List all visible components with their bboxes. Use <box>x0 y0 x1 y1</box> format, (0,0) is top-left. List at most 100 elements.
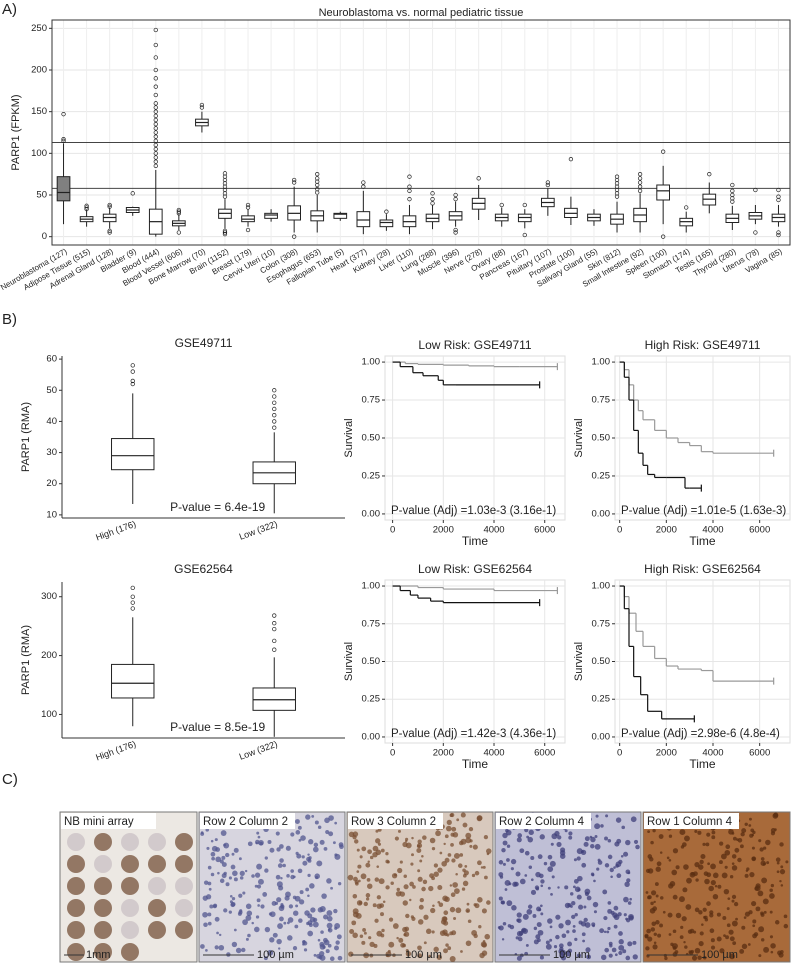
nucleus <box>535 887 540 891</box>
tissue-core <box>121 833 139 851</box>
nucleus <box>662 910 666 914</box>
nucleus <box>672 952 678 957</box>
nucleus <box>650 901 654 906</box>
nucleus <box>755 906 761 912</box>
nucleus <box>516 918 520 923</box>
nucleus <box>396 936 399 940</box>
tile-label: Row 2 Column 2 <box>203 816 288 828</box>
nucleus <box>305 814 311 820</box>
nucleus <box>612 912 618 918</box>
outlier <box>153 134 158 139</box>
nucleus <box>484 933 490 940</box>
outlier <box>476 176 481 181</box>
nucleus <box>449 906 456 913</box>
nucleus <box>699 859 704 865</box>
nucleus <box>202 911 208 918</box>
nucleus <box>218 933 222 937</box>
nucleus <box>780 950 784 954</box>
nucleus <box>607 901 612 905</box>
nucleus <box>776 861 780 865</box>
nucleus <box>607 926 611 931</box>
nucleus <box>704 878 710 885</box>
nucleus <box>632 940 637 945</box>
nucleus <box>572 925 576 928</box>
nucleus <box>557 835 562 840</box>
nucleus <box>328 831 334 837</box>
nucleus <box>533 926 538 931</box>
nucleus <box>294 895 301 902</box>
nucleus <box>618 931 623 936</box>
nucleus <box>478 924 482 929</box>
nucleus <box>502 840 508 846</box>
nucleus <box>524 850 530 856</box>
tile-label: Row 2 Column 4 <box>499 816 585 828</box>
nucleus <box>352 932 358 939</box>
tile-background <box>198 811 346 963</box>
nucleus <box>338 842 344 847</box>
nucleus <box>622 949 627 954</box>
nucleus <box>369 855 374 860</box>
nucleus <box>573 858 577 862</box>
tissue-core <box>94 921 112 939</box>
tile-label: Row 3 Column 2 <box>351 816 436 828</box>
y-tick-label: 1.00 <box>362 357 381 368</box>
outlier <box>176 207 181 213</box>
nucleus <box>686 877 692 884</box>
outlier <box>272 413 277 418</box>
chart: Low Risk: GSE62564 Survival 0.00 0.25 0.50 0.… <box>343 562 566 771</box>
nucleus <box>326 922 333 929</box>
nucleus <box>666 856 670 860</box>
chart-title: Low Risk: GSE49711 <box>418 338 531 352</box>
outlier <box>776 232 781 238</box>
nucleus <box>547 854 553 860</box>
nucleus <box>439 851 443 855</box>
outlier <box>153 138 158 143</box>
nucleus <box>277 923 283 929</box>
nucleus <box>439 930 446 937</box>
outlier <box>176 209 181 214</box>
nucleus <box>721 853 727 860</box>
nucleus <box>667 912 673 918</box>
nucleus <box>279 858 284 863</box>
nucleus <box>652 944 658 950</box>
nucleus <box>300 835 306 841</box>
nucleus <box>455 872 458 876</box>
nucleus <box>712 872 719 879</box>
tile-label-bg <box>61 813 156 829</box>
nucleus <box>679 829 686 836</box>
nucleus <box>482 865 486 869</box>
x-tick-label: 4000 <box>702 525 723 536</box>
nucleus <box>443 948 448 954</box>
nucleus <box>551 875 555 879</box>
nucleus <box>525 943 529 947</box>
nucleus <box>559 953 565 959</box>
nucleus <box>324 817 330 824</box>
nucleus <box>711 830 716 835</box>
nucleus <box>684 835 690 842</box>
outlier <box>361 180 366 185</box>
nucleus <box>277 947 281 950</box>
nucleus <box>566 930 570 934</box>
box <box>264 212 278 219</box>
nucleus <box>594 843 601 850</box>
nucleus <box>689 950 694 956</box>
x-tick-label: Low (322) <box>238 739 279 762</box>
outlier <box>272 419 277 424</box>
nucleus <box>329 956 335 962</box>
outlier <box>272 406 277 412</box>
x-tick-label: High (176) <box>94 519 137 543</box>
nucleus <box>596 867 600 871</box>
nucleus <box>741 925 746 930</box>
nucleus <box>214 838 218 842</box>
tissue-tile: Row 2 Column 4 100 µm <box>494 811 642 963</box>
nucleus <box>272 932 278 938</box>
nucleus <box>238 893 243 898</box>
nucleus <box>231 941 238 948</box>
y-tick-label: 0.75 <box>592 395 611 406</box>
nucleus <box>605 814 609 818</box>
annotation: P-value (Adj) =2.98e-6 (4.8e-4) <box>621 728 780 740</box>
nucleus <box>347 874 354 881</box>
nucleus <box>659 923 663 928</box>
outlier <box>153 92 158 98</box>
nucleus <box>411 853 414 857</box>
